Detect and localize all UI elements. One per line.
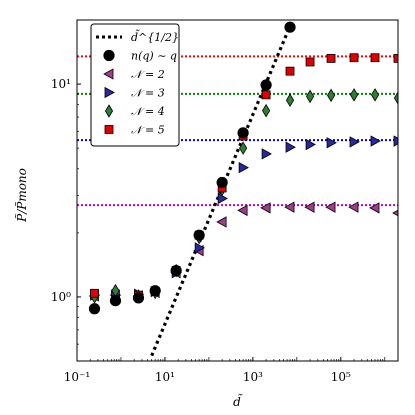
- legend-swatch-square: [104, 125, 114, 134]
- series-4-point: [306, 89, 315, 104]
- series-4-point: [370, 88, 380, 102]
- series-2: [88, 201, 398, 302]
- series-5-point: [285, 66, 295, 76]
- series-1-point: [284, 21, 296, 33]
- legend-label: 𝒩 = 5: [131, 124, 165, 137]
- reference-line: [150, 20, 295, 357]
- y-tick-label: 10⁰: [51, 290, 71, 304]
- series-4-point: [262, 103, 271, 118]
- series-5-point: [261, 90, 271, 100]
- series-3-point: [393, 135, 398, 147]
- series-3-point: [238, 161, 249, 174]
- series-2-point: [216, 216, 227, 228]
- series-3-point: [305, 138, 316, 151]
- series-4-point: [285, 93, 295, 107]
- series-3-point: [349, 136, 360, 148]
- series-1-point: [237, 127, 249, 139]
- series-5-point: [305, 57, 315, 67]
- series-2-point: [348, 201, 359, 213]
- series-1-point: [132, 292, 145, 304]
- series-2-point: [369, 202, 380, 214]
- series-1-point: [88, 303, 101, 315]
- series-5-point: [90, 288, 99, 298]
- series-5-point: [349, 53, 359, 63]
- legend-label: d̃^{1/2}: [131, 30, 179, 44]
- series-4-point: [326, 88, 336, 103]
- axis-ticks: 10⁻¹ 10¹ 10³ 10⁵ 10⁰ 10¹: [51, 19, 399, 384]
- series-2-point: [284, 201, 295, 213]
- series-1-point: [260, 79, 272, 91]
- legend-swatch-triangle-left: [103, 68, 114, 80]
- series-3-point: [326, 137, 337, 149]
- series-1-point: [109, 295, 122, 307]
- series-5-point: [326, 54, 336, 63]
- x-axis-title: d̃: [233, 393, 243, 409]
- series-2-point: [237, 204, 248, 217]
- plot-frame: [76, 19, 399, 362]
- legend-label: n(q) ∼ q: [131, 50, 177, 63]
- series-3-point: [370, 135, 381, 147]
- legend-label: 𝒩 = 2: [131, 68, 165, 81]
- series-1-point: [193, 229, 205, 241]
- series-1-point: [170, 264, 182, 277]
- series-5-point: [370, 53, 380, 63]
- series-3-point: [285, 141, 296, 153]
- y-axis-title: P̃/P̃mono: [14, 168, 29, 223]
- legend-swatch-triangle-right: [104, 86, 115, 99]
- series-5-point: [393, 54, 398, 63]
- series-1-point: [216, 176, 228, 189]
- series-3: [90, 135, 398, 301]
- x-tick-label: 10⁵: [331, 370, 351, 384]
- series-3-point: [217, 192, 228, 205]
- series-4-point: [239, 141, 248, 155]
- legend: d̃^{1/2} n(q) ∼ q 𝒩 = 2 𝒩 = 3 𝒩 = 4 𝒩 = 5: [90, 23, 180, 147]
- series-4-point: [349, 88, 359, 102]
- series-3-point: [261, 148, 272, 160]
- series-3-point: [194, 242, 205, 254]
- series-2-point: [304, 201, 315, 213]
- legend-label: 𝒩 = 3: [131, 87, 165, 100]
- legend-swatch-circle: [103, 49, 115, 62]
- x-tick-label: 10⁻¹: [64, 370, 90, 384]
- legend-swatch-diamond: [104, 104, 114, 118]
- series-4-point: [393, 91, 398, 105]
- series-1-point: [149, 285, 161, 297]
- legend-label: 𝒩 = 4: [131, 105, 165, 118]
- x-tick-label: 10³: [243, 370, 263, 384]
- series-2-point: [325, 201, 336, 213]
- y-tick-label: 10¹: [51, 77, 71, 91]
- x-tick-label: 10¹: [155, 370, 175, 384]
- series-2-point: [260, 202, 271, 214]
- series-1: [88, 21, 296, 315]
